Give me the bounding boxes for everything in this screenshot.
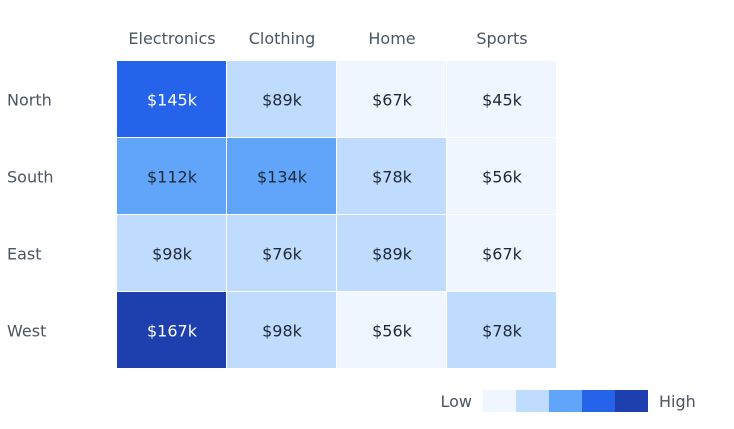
heatmap-cell xyxy=(337,292,446,368)
cell-value-label: $78k xyxy=(482,322,523,341)
cell-value-label: $67k xyxy=(482,245,523,264)
cell-value-label: $112k xyxy=(147,168,198,187)
heatmap-cells: $145k $89k $67k $45k $112k $134k $78k $56k $98k $… xyxy=(117,61,556,368)
cell-value-label: $145k xyxy=(147,91,198,110)
legend-swatch xyxy=(615,390,648,412)
heatmap-cell xyxy=(337,61,446,137)
cell-value-label: $98k xyxy=(152,245,193,264)
legend-swatch xyxy=(549,390,582,412)
cell-value-label: $89k xyxy=(372,245,413,264)
legend-swatch xyxy=(516,390,549,412)
cell-value-label: $45k xyxy=(482,91,523,110)
legend-swatch xyxy=(582,390,615,412)
cell-value-label: $56k xyxy=(372,322,413,341)
heatmap-cell xyxy=(117,292,226,368)
cell-value-label: $134k xyxy=(257,168,308,187)
heatmap-cell xyxy=(337,215,446,291)
column-labels: Electronics Clothing Home Sports xyxy=(128,29,527,48)
cell-value-label: $56k xyxy=(482,168,523,187)
heatmap-cell xyxy=(227,61,336,137)
row-label: East xyxy=(7,245,42,264)
legend-high-label: High xyxy=(659,392,696,411)
heatmap-cell xyxy=(117,215,226,291)
cell-value-label: $167k xyxy=(147,322,198,341)
column-label: Electronics xyxy=(128,29,215,48)
legend-low-label: Low xyxy=(440,392,472,411)
heatmap-cell xyxy=(227,292,336,368)
heatmap-cell xyxy=(447,138,556,214)
column-label: Home xyxy=(368,29,415,48)
cell-value-label: $98k xyxy=(262,322,303,341)
cell-value-label: $78k xyxy=(372,168,413,187)
color-legend: Low High xyxy=(440,390,696,412)
cell-value-label: $89k xyxy=(262,91,303,110)
heatmap-cell xyxy=(337,138,446,214)
legend-swatch xyxy=(483,390,516,412)
column-label: Clothing xyxy=(249,29,316,48)
heatmap-cell xyxy=(227,138,336,214)
legend-swatches xyxy=(483,390,648,412)
row-label: North xyxy=(7,91,52,110)
heatmap-cell xyxy=(447,215,556,291)
row-label: West xyxy=(7,322,46,341)
cell-value-label: $76k xyxy=(262,245,303,264)
row-labels: North South East West xyxy=(7,91,54,341)
heatmap-cell xyxy=(117,138,226,214)
cell-value-label: $67k xyxy=(372,91,413,110)
column-label: Sports xyxy=(476,29,527,48)
heatmap-cell xyxy=(117,61,226,137)
heatmap-cell xyxy=(447,61,556,137)
row-label: South xyxy=(7,168,54,187)
heatmap-cell xyxy=(227,215,336,291)
heatmap-cell xyxy=(447,292,556,368)
